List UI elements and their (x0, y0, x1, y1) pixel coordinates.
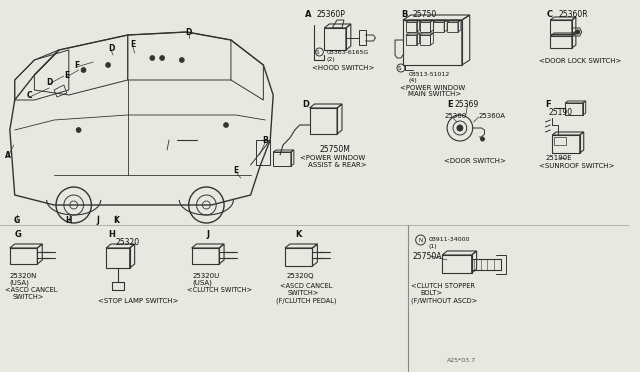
Bar (324, 28, 346, 50)
Bar (273, 152, 291, 166)
Bar (191, 248, 219, 264)
Text: E: E (64, 71, 70, 80)
Text: (F/CLUTCH PEDAL): (F/CLUTCH PEDAL) (276, 297, 337, 304)
Text: H: H (65, 215, 72, 224)
Text: F: F (545, 100, 551, 109)
Text: <POWER WINDOW: <POWER WINDOW (400, 85, 465, 91)
Circle shape (481, 137, 484, 141)
Text: 25750A: 25750A (413, 252, 442, 261)
Text: (2): (2) (326, 57, 335, 62)
Text: A: A (305, 10, 311, 19)
Bar (433, 22, 444, 32)
Text: A: A (5, 151, 11, 160)
Bar (420, 35, 431, 45)
Text: <DOOR LOCK SWITCH>: <DOOR LOCK SWITCH> (538, 58, 621, 64)
Text: <ASCD CANCEL: <ASCD CANCEL (280, 283, 332, 289)
Text: F: F (74, 61, 79, 70)
Text: D: D (46, 77, 52, 87)
Bar (255, 140, 270, 165)
Text: (1): (1) (428, 244, 437, 249)
Circle shape (223, 122, 228, 128)
Text: (4): (4) (409, 78, 417, 83)
Text: D: D (108, 44, 114, 52)
Text: E: E (447, 100, 452, 109)
Circle shape (179, 58, 184, 62)
Text: G: G (13, 215, 20, 224)
Text: B: B (262, 135, 268, 144)
Circle shape (576, 30, 580, 34)
Text: 25320N: 25320N (10, 273, 37, 279)
Text: 25360A: 25360A (479, 113, 506, 119)
Text: 25369: 25369 (454, 100, 478, 109)
Bar (552, 135, 580, 153)
Text: SWITCH>: SWITCH> (13, 294, 44, 300)
Bar (310, 108, 337, 134)
Text: <CLUTCH STOPPER: <CLUTCH STOPPER (411, 283, 475, 289)
Bar (442, 255, 472, 273)
Text: 25320: 25320 (116, 238, 140, 247)
Text: 08911-34000: 08911-34000 (428, 237, 470, 242)
Text: <HOOD SWITCH>: <HOOD SWITCH> (312, 65, 375, 71)
Text: C: C (547, 10, 552, 19)
Text: S: S (397, 65, 401, 71)
Text: C: C (27, 90, 32, 99)
Text: <CLUTCH SWITCH>: <CLUTCH SWITCH> (187, 287, 252, 293)
Text: 25190E: 25190E (545, 155, 572, 161)
Text: (USA): (USA) (10, 280, 29, 286)
Text: ASSIST & REAR>: ASSIST & REAR> (308, 162, 366, 168)
Text: A25*03.7: A25*03.7 (447, 358, 476, 363)
Text: SWITCH>: SWITCH> (288, 290, 319, 296)
Text: S: S (316, 49, 319, 55)
Text: <SUNROOF SWITCH>: <SUNROOF SWITCH> (538, 163, 614, 169)
Bar (554, 137, 566, 145)
Bar (406, 35, 417, 45)
Bar (106, 248, 130, 268)
Text: 25360P: 25360P (316, 10, 346, 19)
Text: 25190: 25190 (548, 108, 572, 117)
Text: 25360R: 25360R (558, 10, 588, 19)
Text: N: N (419, 237, 422, 243)
Bar (550, 36, 572, 48)
Text: 25360: 25360 (444, 113, 467, 119)
Bar (447, 22, 458, 32)
Circle shape (106, 62, 111, 67)
Text: B: B (401, 10, 407, 19)
Text: <POWER WINDOW: <POWER WINDOW (300, 155, 365, 161)
Text: MAIN SWITCH>: MAIN SWITCH> (408, 91, 461, 97)
Text: (F/WITHOUT ASCD>: (F/WITHOUT ASCD> (411, 297, 477, 304)
Bar (403, 20, 462, 65)
Text: 08363-6165G: 08363-6165G (326, 50, 369, 55)
Text: BOLT>: BOLT> (420, 290, 443, 296)
Text: K: K (295, 230, 301, 239)
Text: J: J (97, 215, 100, 224)
Text: G: G (15, 230, 22, 239)
Bar (285, 248, 312, 266)
Bar (420, 22, 431, 32)
Text: E: E (233, 166, 239, 174)
Text: K: K (113, 215, 119, 224)
Text: 25750: 25750 (413, 10, 437, 19)
Text: H: H (108, 230, 115, 239)
Text: <ASCD CANCEL: <ASCD CANCEL (5, 287, 58, 293)
Bar (406, 22, 417, 32)
Text: <STOP LAMP SWITCH>: <STOP LAMP SWITCH> (99, 298, 179, 304)
Text: 25750M: 25750M (319, 145, 350, 154)
Bar (10, 248, 37, 264)
Text: 25320U: 25320U (193, 273, 220, 279)
Text: 08513-51012: 08513-51012 (409, 72, 450, 77)
Circle shape (160, 55, 164, 61)
Text: 25320Q: 25320Q (287, 273, 314, 279)
Bar (565, 103, 583, 115)
Circle shape (150, 55, 155, 61)
Circle shape (76, 128, 81, 132)
Text: E: E (130, 39, 135, 48)
Text: D: D (303, 100, 310, 109)
Text: (USA): (USA) (193, 280, 212, 286)
Text: <DOOR SWITCH>: <DOOR SWITCH> (444, 158, 506, 164)
Text: D: D (186, 28, 192, 36)
Text: J: J (206, 230, 209, 239)
Circle shape (81, 67, 86, 73)
Circle shape (457, 125, 463, 131)
Bar (550, 20, 572, 34)
